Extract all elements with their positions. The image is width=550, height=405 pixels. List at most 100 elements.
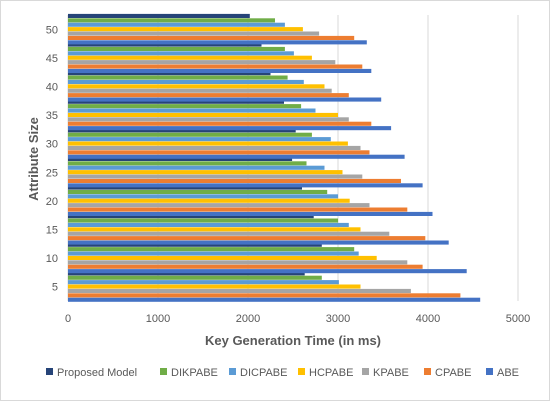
bar [68,165,325,170]
bar [68,170,343,175]
bar [68,112,338,117]
bar [68,161,307,166]
x-axis-title: Key Generation Time (in ms) [205,333,381,348]
bar [68,60,336,65]
legend-item: DIKPABE [160,367,218,379]
bar [68,236,426,241]
bar [68,137,331,142]
bar [68,84,325,89]
y-tick-label: 10 [46,253,58,265]
legend-item: CPABE [424,367,471,379]
legend-item: Proposed Model [46,367,137,379]
y-tick-label: 50 [46,24,58,36]
bar [68,154,405,159]
y-tick-label: 40 [46,82,58,94]
legend-swatch [424,368,431,375]
x-tick-label: 1000 [146,313,170,325]
y-tick-label: 5 [52,282,58,294]
legend-label: DICPABE [240,367,287,379]
bar [68,55,312,60]
legend-label: HCPABE [309,367,353,379]
bar [68,128,296,133]
legend-item: HCPABE [298,367,353,379]
bar [68,297,481,302]
x-tick-label: 4000 [416,313,440,325]
x-tick-label: 3000 [326,313,350,325]
bar [68,42,262,47]
y-axis-title: Attribute Size [26,117,41,201]
legend-swatch [298,368,305,375]
bar [68,183,423,188]
bar [68,288,411,293]
bar [68,13,250,18]
legend-swatch [486,368,493,375]
legend-swatch [229,368,236,375]
bar [68,271,305,276]
bar [68,79,304,84]
bar [68,214,314,219]
bar [68,88,332,93]
bar [68,227,361,232]
y-tick-label: 30 [46,139,58,151]
bar [68,251,359,256]
bar [68,22,285,27]
legend-swatch [46,368,53,375]
bar [68,178,401,183]
bar [68,99,284,104]
y-tick-label: 15 [46,225,58,237]
y-tick-labels: 5 10 15 20 25 30 35 40 45 50 [46,24,58,293]
bar [68,141,348,146]
bar [68,242,322,247]
bar [68,150,370,155]
bar [68,40,367,45]
legend-label: KPABE [373,367,409,379]
bar [68,126,392,131]
bar [68,185,302,190]
bar [68,132,312,137]
bar [68,93,349,98]
legend-item: KPABE [362,367,409,379]
bar [68,203,370,208]
legend-label: Proposed Model [57,367,137,379]
bar [68,293,461,298]
legend-swatch [362,368,369,375]
bar [68,64,363,69]
bar [68,75,288,80]
bar [68,68,372,73]
bar [68,174,363,179]
bar [68,121,372,126]
x-tick-labels: 0 1000 2000 3000 4000 5000 [65,313,530,325]
bar [68,247,355,252]
bar [68,46,285,51]
bar [68,145,361,150]
bar [68,104,302,109]
legend-item: ABE [486,367,519,379]
bar [68,97,382,102]
bar [68,108,316,113]
bar [68,31,320,36]
y-tick-label: 35 [46,110,58,122]
bar [68,207,408,212]
bar [68,269,467,274]
bar [68,218,338,223]
bars [68,13,481,302]
bar [68,280,339,285]
bar [68,194,338,199]
bar [68,51,294,56]
bar [68,156,293,161]
bar [68,240,449,245]
bar [68,275,322,280]
bar [68,18,275,23]
bar [68,27,303,32]
y-tick-label: 20 [46,196,58,208]
bar [68,284,361,289]
y-tick-label: 45 [46,53,58,65]
bar [68,211,433,216]
x-tick-label: 0 [65,313,71,325]
bar [68,189,328,194]
bar [68,222,349,227]
x-tick-label: 5000 [506,313,530,325]
legend-label: DIKPABE [171,367,218,379]
bar [68,35,355,40]
